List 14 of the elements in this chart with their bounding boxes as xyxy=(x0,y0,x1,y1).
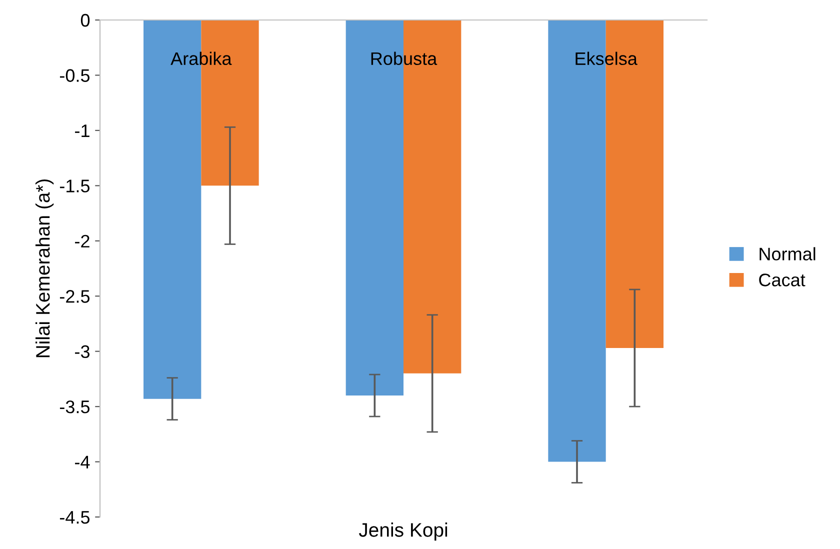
y-tick-label: -0.5 xyxy=(60,69,90,82)
legend-label: Cacat xyxy=(759,274,806,286)
y-axis-title: Nilai Kemerahan (a*) xyxy=(35,179,54,358)
legend-label: Normal xyxy=(760,247,816,260)
y-tick-label: -4.5 xyxy=(60,511,90,524)
y-tick-label: -2 xyxy=(75,234,90,248)
y-tick-label: 0 xyxy=(80,14,90,27)
y-tick-label: -4 xyxy=(75,456,90,468)
y-tick-label: -1 xyxy=(75,124,90,137)
y-tick-label: -3.5 xyxy=(60,400,90,414)
y-tick-label: -3 xyxy=(75,345,90,358)
y-tick-label: -2.5 xyxy=(60,290,90,303)
x-axis-title: Jenis Kopi xyxy=(358,522,448,541)
y-tick-label: -1.5 xyxy=(60,180,90,192)
